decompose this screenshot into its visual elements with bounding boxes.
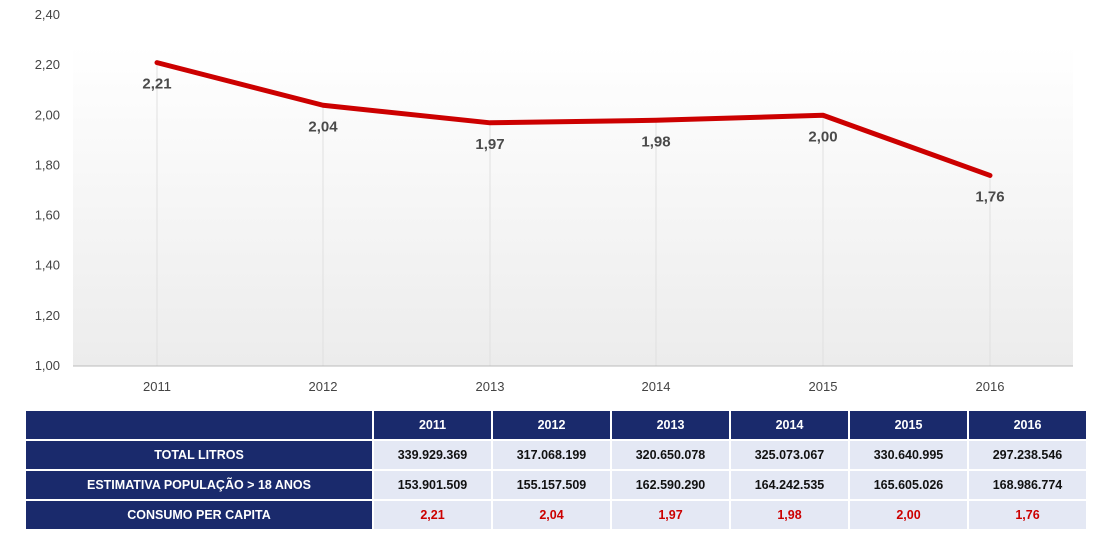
column-header: 2014 [731, 411, 848, 439]
data-label: 1,98 [641, 133, 670, 150]
y-tick-label: 1,00 [35, 358, 60, 373]
table-row: TOTAL LITROS 339.929.369 317.068.199 320… [26, 441, 1086, 469]
table-cell: 339.929.369 [374, 441, 491, 469]
table-cell: 168.986.774 [969, 471, 1086, 499]
data-label: 2,00 [808, 128, 837, 145]
row-label: TOTAL LITROS [26, 441, 372, 469]
y-tick-label: 2,40 [35, 7, 60, 22]
y-tick-label: 1,80 [35, 157, 60, 172]
table-cell: 320.650.078 [612, 441, 729, 469]
table-cell: 2,21 [374, 501, 491, 529]
x-tick-label: 2011 [143, 379, 171, 394]
data-label: 1,76 [975, 188, 1004, 205]
data-label: 2,04 [308, 118, 338, 135]
column-header: 2015 [850, 411, 967, 439]
line-chart: 1,00 1,20 1,40 1,60 1,80 2,00 2,20 2,40 2011 201… [35, 7, 1073, 394]
y-tick-label: 2,20 [35, 57, 60, 72]
y-tick-label: 1,40 [35, 258, 60, 273]
table-cell: 1,97 [612, 501, 729, 529]
column-header: 2012 [493, 411, 610, 439]
table-cell: 1,76 [969, 501, 1086, 529]
series-line [154, 60, 993, 178]
table-row: CONSUMO PER CAPITA 2,21 2,04 1,97 1,98 2… [26, 501, 1086, 529]
x-tick-label: 2013 [476, 379, 505, 394]
row-label: CONSUMO PER CAPITA [26, 501, 372, 529]
table-cell: 155.157.509 [493, 471, 610, 499]
data-table: 2011 2012 2013 2014 2015 2016 TOTAL LITR… [24, 409, 1088, 531]
x-tick-label: 2015 [809, 379, 838, 394]
x-tick-label: 2012 [309, 379, 338, 394]
data-label: 1,97 [475, 136, 504, 153]
table-corner-cell [26, 411, 372, 439]
y-tick-label: 1,20 [35, 308, 60, 323]
column-header: 2016 [969, 411, 1086, 439]
table-row: ESTIMATIVA POPULAÇÃO > 18 ANOS 153.901.5… [26, 471, 1086, 499]
table-cell: 1,98 [731, 501, 848, 529]
table-cell: 153.901.509 [374, 471, 491, 499]
y-tick-label: 2,00 [35, 107, 60, 122]
x-tick-label: 2014 [642, 379, 671, 394]
table-cell: 325.073.067 [731, 441, 848, 469]
column-header: 2011 [374, 411, 491, 439]
table-cell: 164.242.535 [731, 471, 848, 499]
row-label: ESTIMATIVA POPULAÇÃO > 18 ANOS [26, 471, 372, 499]
table-cell: 317.068.199 [493, 441, 610, 469]
table-cell: 165.605.026 [850, 471, 967, 499]
table-header-row: 2011 2012 2013 2014 2015 2016 [26, 411, 1086, 439]
column-header: 2013 [612, 411, 729, 439]
data-label: 2,21 [142, 76, 171, 93]
table-cell: 162.590.290 [612, 471, 729, 499]
table-cell: 2,00 [850, 501, 967, 529]
x-tick-label: 2016 [976, 379, 1005, 394]
table-cell: 2,04 [493, 501, 610, 529]
y-tick-label: 1,60 [35, 208, 60, 223]
table-cell: 297.238.546 [969, 441, 1086, 469]
plot-background [73, 45, 1073, 366]
table-cell: 330.640.995 [850, 441, 967, 469]
